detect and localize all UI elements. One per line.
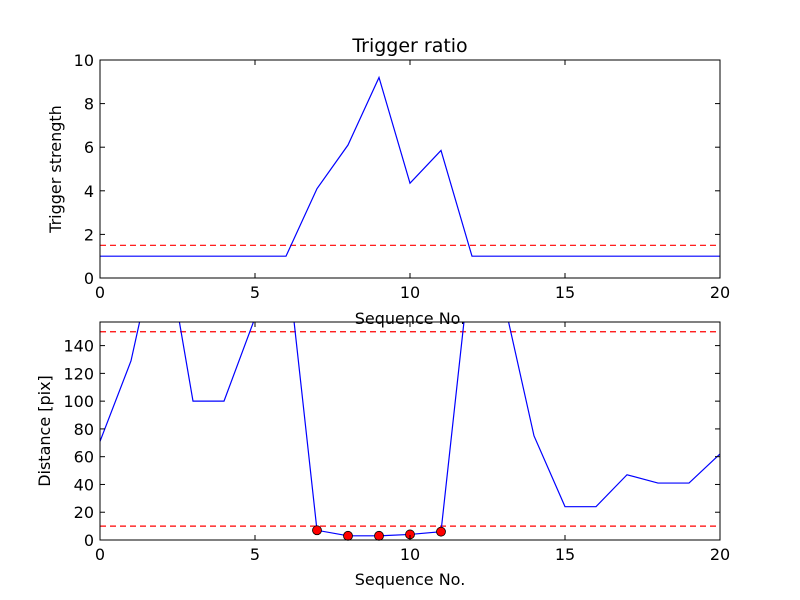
- y-tick-label: 6: [84, 138, 94, 157]
- distance-chart: Sequence No. Distance [pix] 0 5 10 15 20 0 20 4…: [35, 321, 730, 589]
- data-point-marker: [436, 526, 446, 537]
- x-tick-label: 0: [95, 283, 105, 302]
- x-tick-label: 5: [250, 283, 260, 302]
- y-axis-label: Distance [pix]: [35, 375, 54, 487]
- y-tick-label: 0: [84, 531, 94, 550]
- x-tick-label: 15: [555, 283, 575, 302]
- x-tick-label: 15: [555, 545, 575, 564]
- x-tick-label: 0: [95, 545, 105, 564]
- trigger-ratio-chart: Trigger ratio Sequence No. Trigger stren…: [46, 35, 730, 328]
- y-tick-label: 120: [63, 364, 94, 383]
- data-point-marker: [343, 530, 353, 541]
- chart-title: Trigger ratio: [351, 35, 467, 57]
- x-tick-label: 20: [710, 545, 730, 564]
- y-axis-label: Trigger strength: [46, 105, 65, 234]
- x-tick-label: 10: [400, 545, 420, 564]
- x-tick-label: 10: [400, 283, 420, 302]
- series-line: [100, 75, 720, 257]
- y-tick-label: 80: [74, 420, 94, 439]
- x-axis-label: Sequence No.: [355, 309, 466, 328]
- y-tick-label: 100: [63, 392, 94, 411]
- y-tick-label: 20: [74, 503, 94, 522]
- y-tick-label: 10: [74, 51, 94, 70]
- y-tick-label: 140: [63, 337, 94, 356]
- y-tick-label: 2: [84, 225, 94, 244]
- x-axis-label: Sequence No.: [355, 570, 466, 589]
- y-tick-label: 40: [74, 475, 94, 494]
- data-point-marker: [374, 530, 384, 541]
- y-tick-label: 4: [84, 182, 94, 201]
- x-tick-label: 20: [710, 283, 730, 302]
- data-point-marker: [312, 525, 322, 536]
- y-tick-label: 0: [84, 269, 94, 288]
- plot-area: [100, 75, 720, 257]
- y-tick-label: 60: [74, 448, 94, 467]
- x-tick-label: 5: [250, 545, 260, 564]
- y-tick-label: 8: [84, 95, 94, 114]
